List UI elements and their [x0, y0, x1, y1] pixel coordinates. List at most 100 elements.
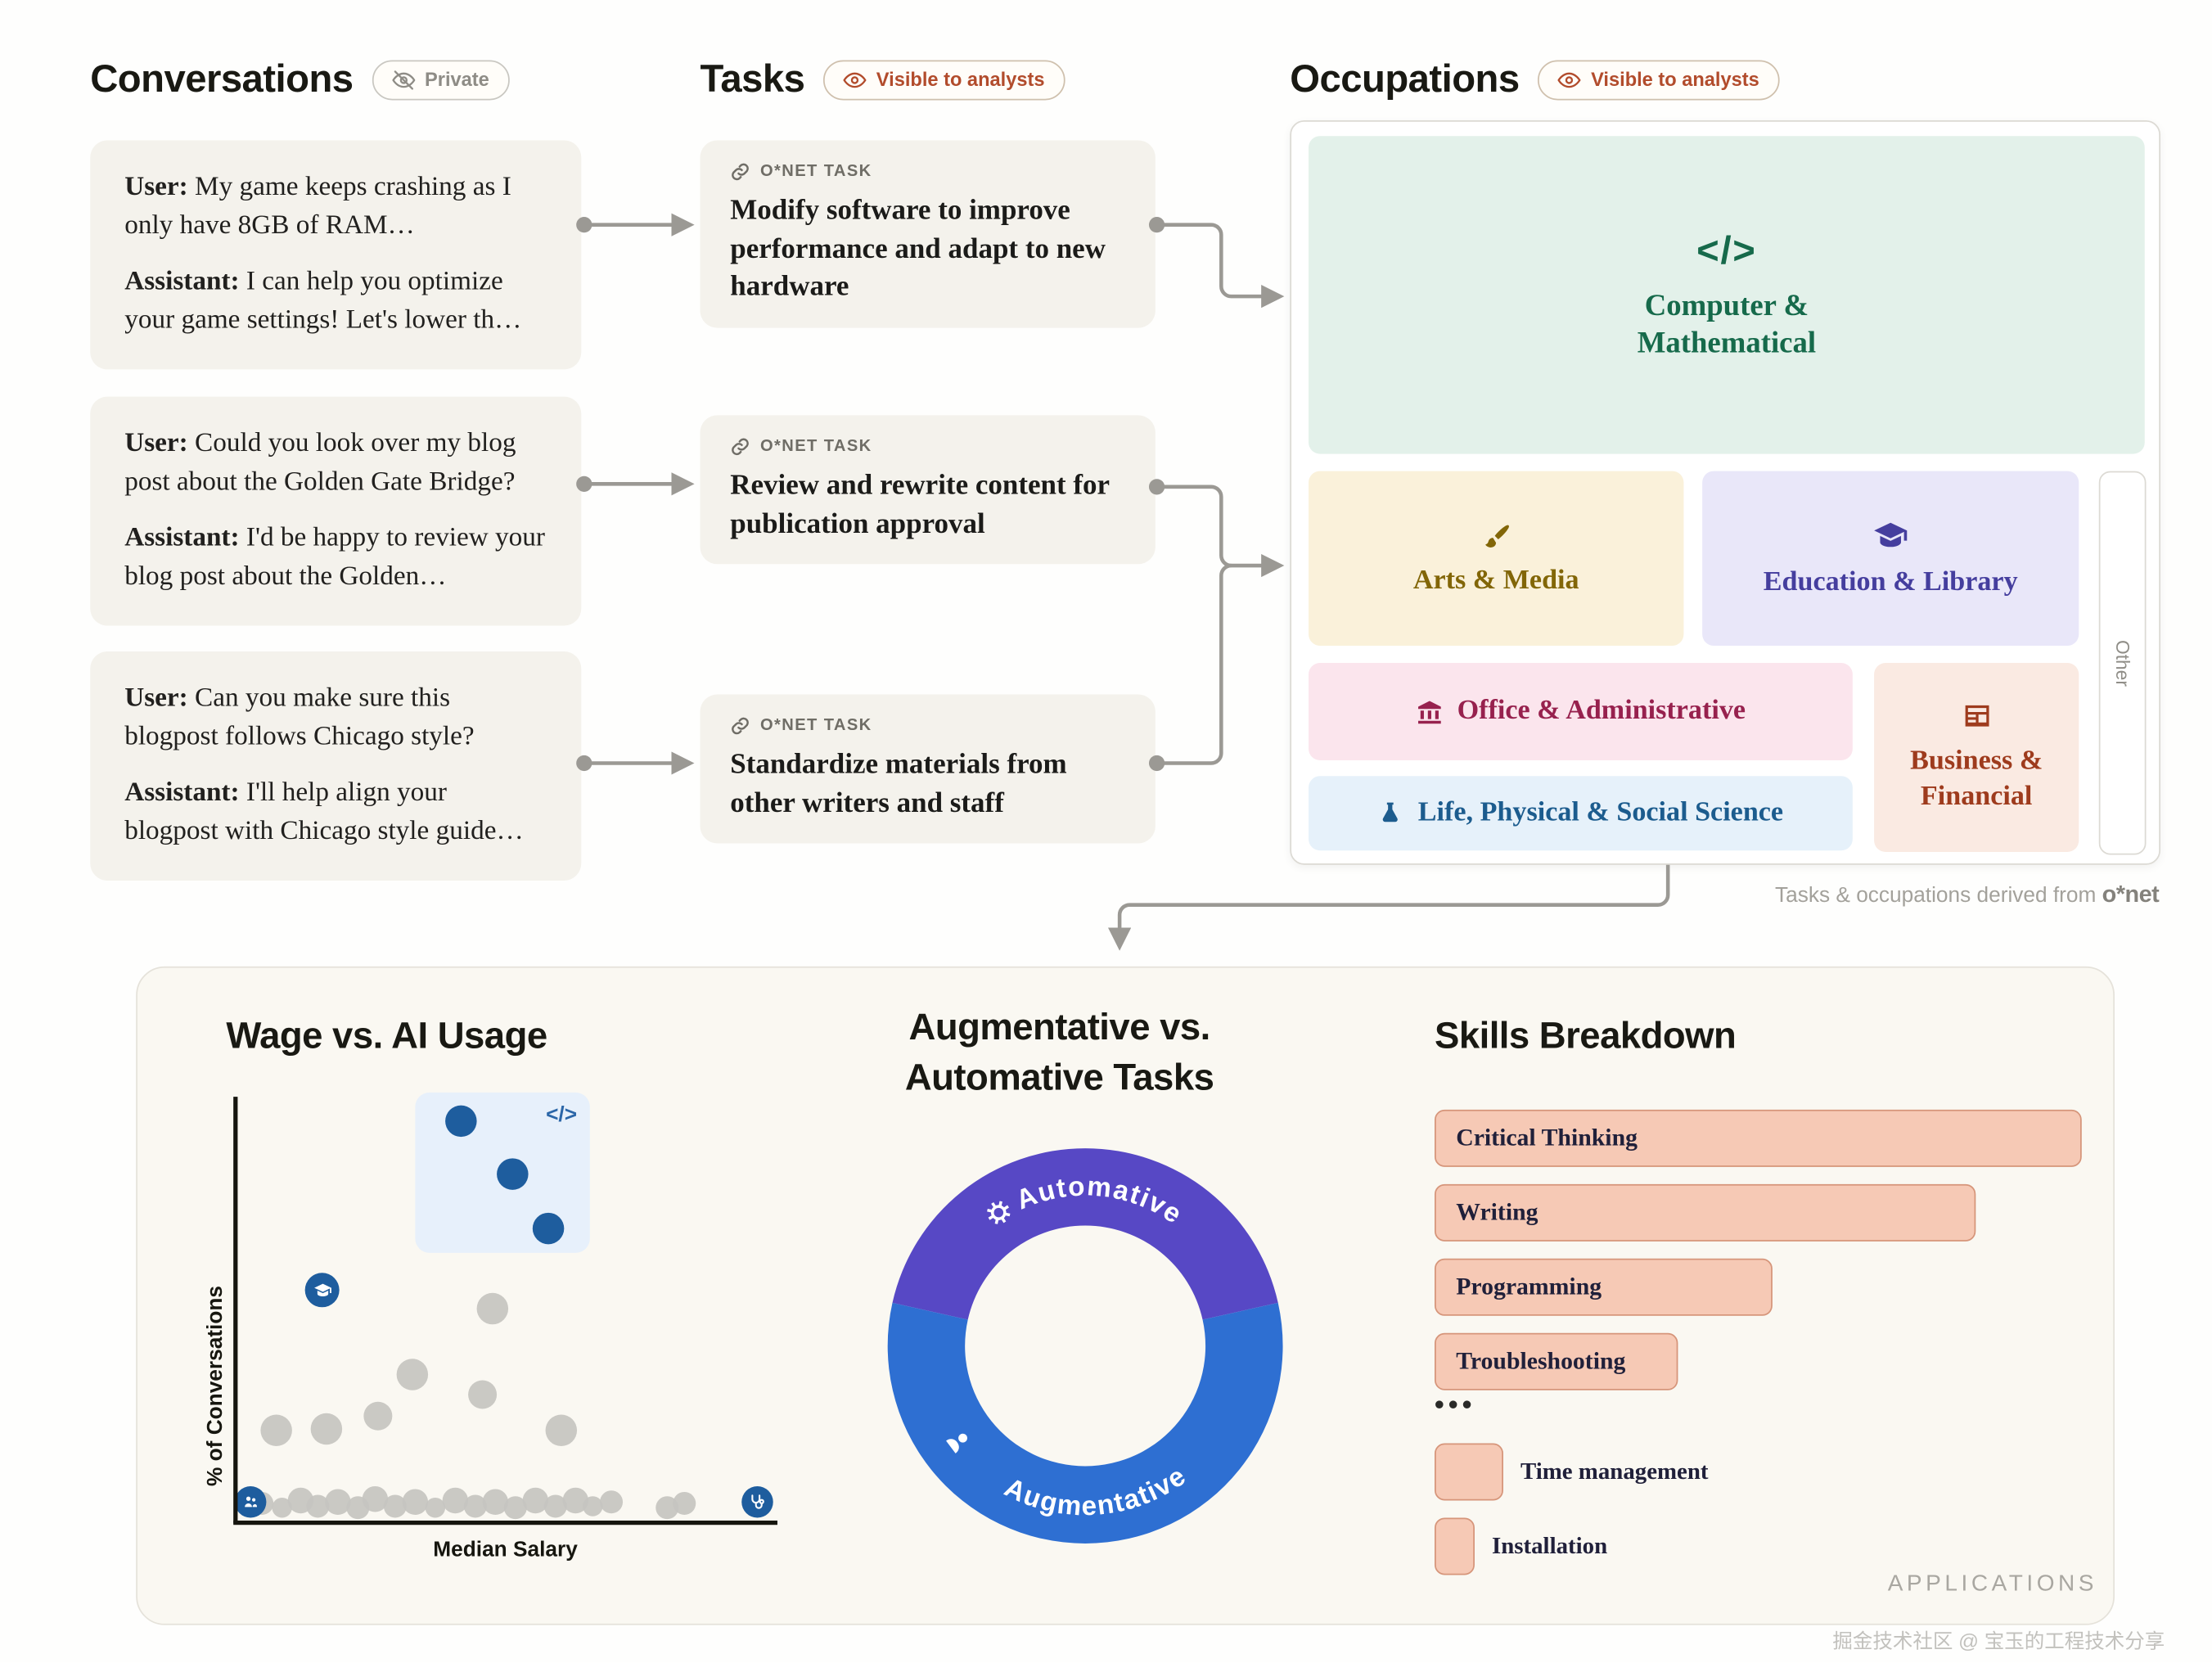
user-label: User: — [124, 171, 188, 202]
stethoscope-icon — [751, 1494, 764, 1509]
tasks-badge-label: Visible to analysts — [876, 68, 1045, 91]
skill-bar-label: Programming — [1456, 1273, 1602, 1300]
occupation-cell-education-library: Education & Library — [1702, 471, 2079, 647]
donut-title-line2: Automative Tasks — [904, 1055, 1214, 1099]
arrow-task3-merge — [1156, 563, 1232, 765]
link-icon — [732, 717, 749, 735]
occupation-label: Education & Library — [1763, 566, 2018, 597]
onet-task-label: O*NET TASK — [759, 163, 872, 181]
task-text: Review and rewrite content for publicati… — [730, 469, 1110, 539]
occupations-panel: </> Computer & Mathematical Arts & Media… — [1290, 119, 2160, 865]
private-badge-label: Private — [425, 68, 489, 91]
link-icon — [732, 438, 749, 456]
applications-panel-label: APPLICATIONS — [1887, 1571, 2098, 1597]
occupation-label: Office & Administrative — [1457, 696, 1746, 726]
task-text: Standardize materials from other writers… — [730, 748, 1067, 819]
occupations-visibility-badge: Visible to analysts — [1538, 59, 1780, 100]
wage-chart-title: Wage vs. AI Usage — [226, 1013, 547, 1057]
person-icon — [946, 1433, 967, 1453]
eye-off-icon — [391, 70, 415, 89]
scatter-dot — [545, 1414, 578, 1446]
y-axis-label: % of Conversations — [203, 1285, 228, 1486]
skill-bar-label: Critical Thinking — [1456, 1124, 1638, 1151]
occupation-cell-arts-media: Arts & Media — [1309, 471, 1684, 647]
y-axis — [233, 1097, 237, 1524]
onet-task-tag: O*NET TASK — [730, 162, 1125, 182]
education-highlight-dot — [304, 1273, 340, 1308]
conversations-title: Conversations — [90, 56, 354, 101]
code-icon: </> — [1696, 228, 1757, 272]
eye-icon — [1557, 71, 1581, 88]
onet-caption-text: Tasks & occupations derived from — [1775, 883, 2102, 908]
assistant-label: Assistant: — [124, 522, 240, 553]
skill-bar: Troubleshooting — [1434, 1332, 1678, 1390]
occupations-title: Occupations — [1290, 56, 1520, 101]
occupations-badge-label: Visible to analysts — [1591, 68, 1759, 91]
x-axis — [233, 1520, 777, 1525]
tasks-header: Tasks Visible to analysts — [701, 57, 1065, 101]
tasks-title: Tasks — [700, 56, 805, 101]
occupations-header: Occupations Visible to analysts — [1290, 56, 1780, 101]
scatter-dot — [310, 1413, 343, 1445]
skill-bar-row: Installation — [1434, 1517, 1607, 1575]
skill-bar-label: Writing — [1456, 1198, 1538, 1226]
onet-task-tag: O*NET TASK — [730, 716, 1125, 736]
eye-icon — [843, 71, 867, 88]
graduation-cap-icon — [1872, 518, 1908, 554]
watermark: 掘金技术社区 @ 宝玉的工程技术分享 — [1832, 1629, 2165, 1652]
skill-bar — [1434, 1443, 1503, 1501]
scatter-dot — [532, 1212, 565, 1245]
conversation-card: User: Could you look over my blog post a… — [90, 396, 582, 626]
occupation-cell-office-administrative: Office & Administrative — [1309, 663, 1853, 760]
onet-task-label: O*NET TASK — [759, 717, 872, 735]
code-icon: </> — [546, 1102, 578, 1127]
tasks-visibility-badge: Visible to analysts — [823, 59, 1065, 100]
occupation-cell-life-physical-social-science: Life, Physical & Social Science — [1309, 776, 1853, 851]
skill-bar-label: Time management — [1520, 1457, 1709, 1485]
scatter-dot — [583, 1496, 603, 1517]
onet-logo: o*net — [2102, 881, 2160, 908]
private-badge: Private — [372, 59, 510, 100]
conversation-card: User: My game keeps crashing as I only h… — [90, 140, 582, 370]
arrow-task1-occupations — [1156, 223, 1285, 309]
occupation-label: Other — [2111, 639, 2133, 687]
task-card: O*NET TASK Modify software to improve pe… — [700, 140, 1156, 328]
scatter-dot — [468, 1380, 498, 1409]
assistant-text: I'll help align your blogpost with Chica… — [124, 777, 524, 846]
scatter-dot — [600, 1490, 624, 1514]
skill-bar: Writing — [1434, 1183, 1976, 1242]
skills-chart-title: Skills Breakdown — [1434, 1013, 1737, 1057]
occupation-label: Computer & Mathematical — [1637, 287, 1817, 360]
task-text: Modify software to improve performance a… — [730, 194, 1106, 303]
user-text: Can you make sure this blogpost follows … — [124, 683, 475, 752]
occupation-cell-other: Other — [2098, 471, 2147, 855]
occupation-label: Life, Physical & Social Science — [1417, 797, 1784, 828]
wage-scatter-chart: </> % of Conversations Median Salary — [203, 1088, 799, 1562]
skill-bar-row: Time management — [1434, 1443, 1709, 1501]
skills-ellipsis: ••• — [1434, 1390, 1476, 1421]
onet-caption: Tasks & occupations derived from o*net — [1575, 881, 2160, 909]
assistant-text: I can help you optimize your game settin… — [124, 266, 522, 336]
arrow-task2-occupations — [1156, 484, 1285, 578]
high-wage-highlight-dot — [741, 1485, 773, 1518]
scatter-dot — [425, 1497, 446, 1518]
scatter-dot — [673, 1491, 696, 1515]
user-label: User: — [124, 428, 188, 458]
conversation-card: User: Can you make sure this blogpost fo… — [90, 651, 582, 881]
occupation-label: Business & Financial — [1910, 746, 2043, 812]
user-text: Could you look over my blog post about t… — [124, 428, 516, 498]
skill-bar — [1434, 1517, 1475, 1575]
scatter-dot — [442, 1487, 469, 1514]
paintbrush-icon — [1480, 521, 1511, 552]
scatter-dot — [260, 1414, 292, 1446]
skill-bar: Critical Thinking — [1434, 1109, 2082, 1167]
scatter-dot — [445, 1105, 477, 1138]
ledger-card-icon — [1961, 701, 1992, 732]
donut-chart: Automative Augmentative — [885, 1146, 1286, 1547]
people-icon — [245, 1496, 258, 1508]
conversations-header: Conversations Private — [90, 56, 510, 101]
low-wage-highlight-dot — [234, 1485, 267, 1518]
user-text: My game keeps crashing as I only have 8G… — [124, 171, 511, 241]
skill-bar: Programming — [1434, 1258, 1773, 1316]
